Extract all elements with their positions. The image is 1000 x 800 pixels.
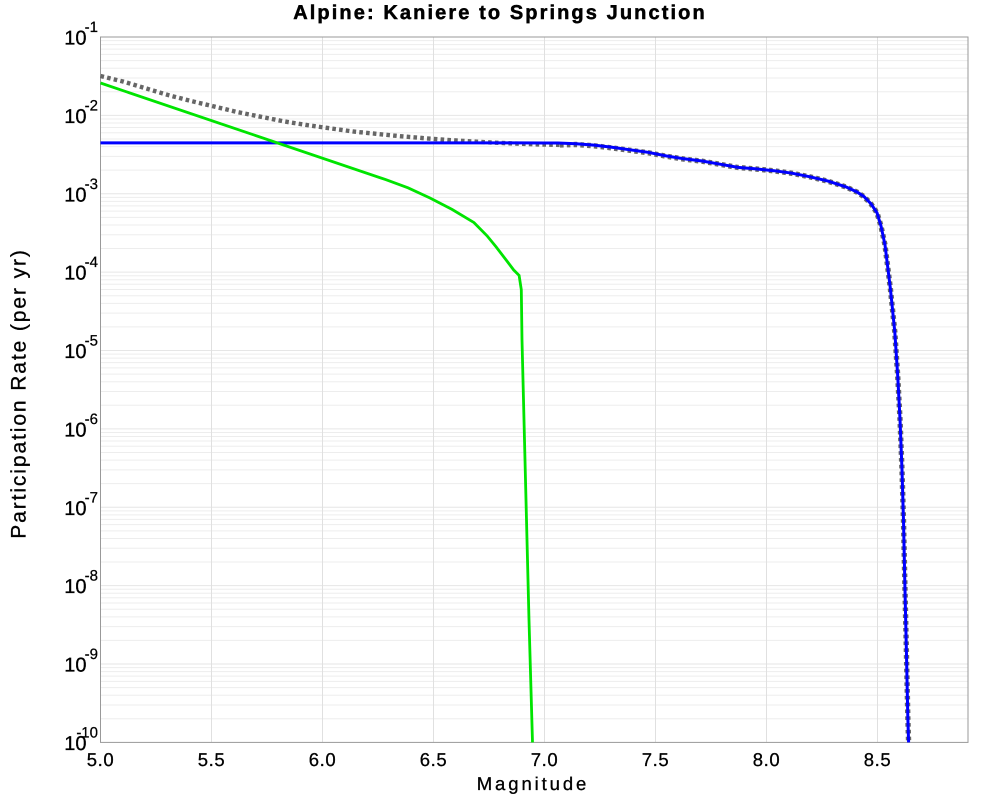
svg-text:7.5: 7.5 [642,749,670,770]
svg-text:5.0: 5.0 [87,749,115,770]
svg-text:10: 10 [64,733,86,755]
svg-text:Participation Rate (per yr): Participation Rate (per yr) [8,248,31,539]
svg-text:-3: -3 [85,176,98,193]
svg-text:10: 10 [64,498,86,520]
svg-text:10: 10 [64,419,86,441]
svg-text:Magnitude: Magnitude [477,773,590,794]
svg-text:10: 10 [64,184,86,206]
svg-text:10: 10 [64,655,86,677]
svg-text:7.0: 7.0 [531,749,559,770]
svg-text:-1: -1 [85,19,98,36]
svg-text:8.0: 8.0 [753,749,781,770]
svg-text:6.5: 6.5 [420,749,448,770]
svg-text:-2: -2 [85,97,98,114]
svg-text:10: 10 [64,106,86,128]
svg-text:-10: -10 [76,724,98,741]
svg-text:10: 10 [64,263,86,285]
svg-text:-8: -8 [85,568,98,585]
svg-text:-5: -5 [85,333,98,350]
svg-text:-4: -4 [85,254,98,271]
svg-text:Alpine: Kaniere to Springs Jun: Alpine: Kaniere to Springs Junction [293,2,707,24]
svg-text:6.0: 6.0 [309,749,337,770]
svg-text:8.5: 8.5 [864,749,892,770]
svg-text:10: 10 [64,28,86,50]
svg-text:-9: -9 [85,646,98,663]
svg-text:-6: -6 [85,411,98,428]
svg-text:-7: -7 [85,489,98,506]
svg-text:10: 10 [64,576,86,598]
svg-text:10: 10 [64,341,86,363]
svg-text:5.5: 5.5 [198,749,226,770]
